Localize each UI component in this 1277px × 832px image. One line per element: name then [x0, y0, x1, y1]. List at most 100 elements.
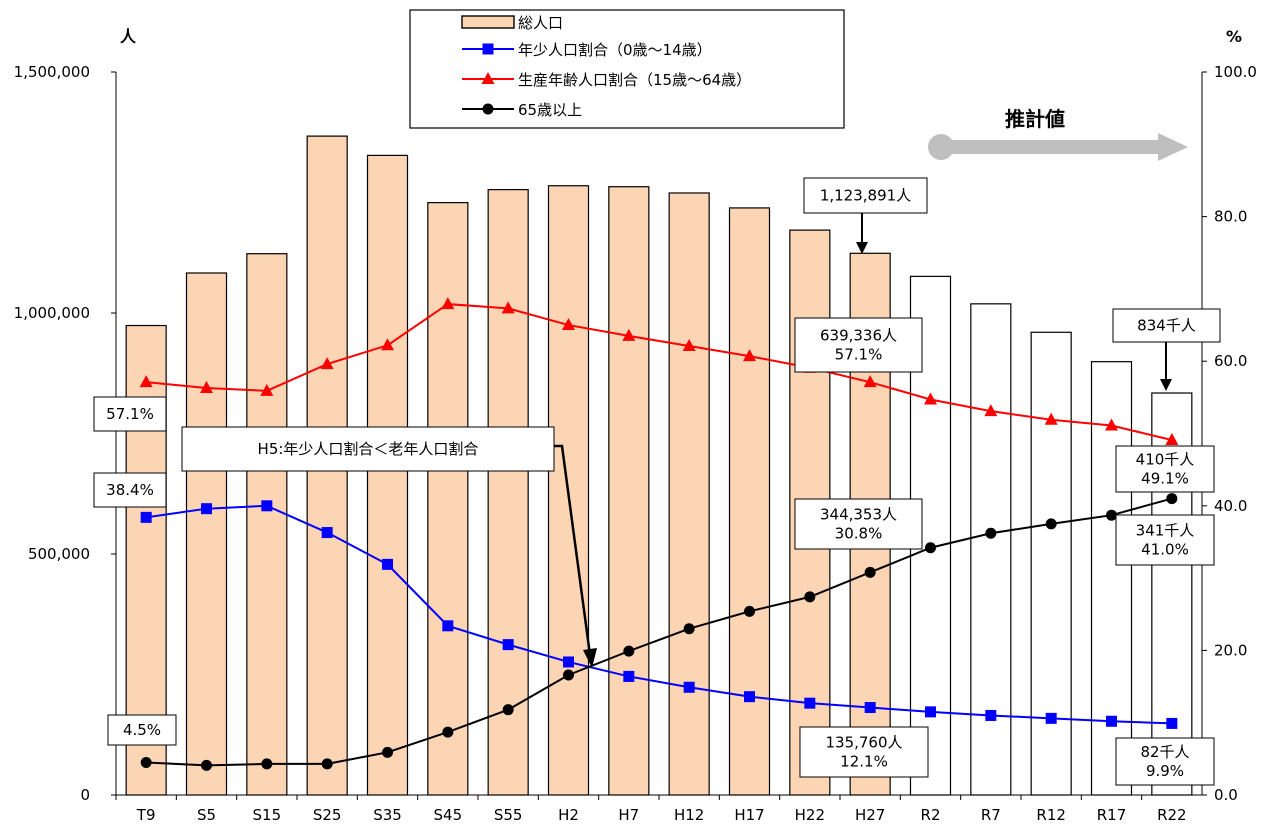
estimate-indicator: 推計値: [928, 107, 1188, 161]
left-tick-label: 1,500,000: [14, 63, 90, 81]
point-square-R22: [1166, 718, 1177, 729]
point-square-T9: [141, 512, 152, 523]
arrow-total-r22: [1160, 342, 1172, 391]
callout-text: 341千人: [1136, 522, 1195, 540]
x-tick-label: S15: [253, 806, 282, 824]
point-square-R2: [925, 706, 936, 717]
legend-label: 総人口: [518, 14, 563, 32]
x-tick-label: H7: [618, 806, 639, 824]
series-line-square: [146, 506, 1172, 724]
point-square-S45: [442, 620, 453, 631]
point-circle-H27: [865, 567, 876, 578]
point-square-R17: [1106, 716, 1117, 727]
x-tick-label: S25: [313, 806, 342, 824]
x-tick-label: R12: [1036, 806, 1066, 824]
ratio-lines: [140, 297, 1179, 771]
bar-H17: [730, 208, 770, 795]
callout-total-r22: 834千人: [1113, 309, 1220, 342]
point-square-S5: [201, 503, 212, 514]
bar-S15: [247, 254, 287, 795]
callout-text: H5:年少人口割合＜老年人口割合: [258, 440, 479, 458]
callout-text: 41.0%: [1141, 541, 1189, 559]
legend-label: 65歳以上: [518, 101, 582, 119]
legend-icon-marker: [483, 44, 494, 55]
callout-old-r22: 341千人41.0%: [1116, 515, 1214, 565]
right-tick-label: 80.0: [1214, 208, 1247, 226]
point-square-H27: [865, 702, 876, 713]
legend-label: 生産年齢人口割合（15歳～64歳）: [518, 71, 751, 89]
callout-text: 12.1%: [840, 753, 888, 771]
point-square-H12: [684, 682, 695, 693]
callout-working-r22: 410千人49.1%: [1116, 446, 1214, 492]
left-tick-label: 0: [80, 786, 90, 804]
bar-R7: [971, 304, 1011, 795]
point-square-S55: [503, 639, 514, 650]
estimate-label: 推計値: [1005, 107, 1065, 131]
callout-working-t9: 57.1%: [94, 397, 166, 431]
point-circle-R12: [1046, 518, 1057, 529]
point-square-H17: [744, 691, 755, 702]
bar-H7: [609, 187, 649, 795]
x-tick-label: S35: [373, 806, 402, 824]
series-line-circle: [146, 499, 1172, 766]
callout-text: 57.1%: [835, 346, 883, 364]
point-circle-T9: [141, 757, 152, 768]
x-tick-label: H27: [855, 806, 885, 824]
point-square-H7: [623, 671, 634, 682]
point-circle-H7: [623, 646, 634, 657]
callout-text: 4.5%: [123, 721, 161, 739]
legend-icon-bar: [462, 16, 514, 28]
bar-S45: [428, 203, 468, 795]
x-tick-label: T9: [136, 806, 156, 824]
x-tick-label: R22: [1157, 806, 1187, 824]
point-circle-S55: [503, 704, 514, 715]
right-tick-label: 60.0: [1214, 352, 1247, 370]
legend-label: 年少人口割合（0歳～14歳）: [518, 41, 712, 59]
arrow-head: [1160, 379, 1172, 391]
point-square-H2: [563, 656, 574, 667]
callout-text: 49.1%: [1141, 470, 1189, 488]
bar-R12: [1031, 332, 1071, 795]
callout-text: 1,123,891人: [820, 187, 911, 205]
x-tick-label: R7: [981, 806, 1001, 824]
x-tick-label: H12: [674, 806, 704, 824]
x-tick-label: S45: [434, 806, 463, 824]
callout-text: 639,336人: [820, 327, 897, 345]
right-tick-label: 20.0: [1214, 641, 1247, 659]
legend: 総人口年少人口割合（0歳～14歳） 生産年齢人口割合（15歳～64歳） 65歳以上: [410, 10, 844, 128]
arrow-total-h27: [856, 213, 868, 254]
left-tick-label: 1,000,000: [14, 304, 90, 322]
callout-old-t9: 4.5%: [108, 715, 176, 745]
bar-H12: [669, 193, 709, 795]
point-circle-R7: [985, 528, 996, 539]
callout-text: 57.1%: [106, 405, 154, 423]
callout-young-t9: 38.4%: [94, 473, 166, 507]
point-circle-S5: [201, 760, 212, 771]
estimate-arrow-head: [1158, 133, 1188, 161]
bar-S35: [368, 155, 408, 795]
point-circle-H2: [563, 669, 574, 680]
right-tick-label: 40.0: [1214, 497, 1247, 515]
point-square-S35: [382, 559, 393, 570]
right-tick-label: 0.0: [1214, 786, 1238, 804]
x-tick-label: H2: [558, 806, 579, 824]
point-circle-H17: [744, 606, 755, 617]
callout-young-r22: 82千人9.9%: [1116, 738, 1214, 785]
left-axis-unit: 人: [120, 27, 137, 46]
point-circle-H22: [804, 591, 815, 602]
point-square-S15: [261, 500, 272, 511]
right-tick-label: 100.0: [1214, 63, 1257, 81]
series-line-triangle: [146, 304, 1172, 440]
callout-text: 410千人: [1136, 451, 1195, 469]
point-circle-S45: [442, 727, 453, 738]
callout-text: 82千人: [1140, 743, 1189, 761]
series-circle: [141, 493, 1178, 771]
point-circle-R17: [1106, 510, 1117, 521]
x-tick-label: S5: [197, 806, 216, 824]
callout-text: 9.9%: [1146, 762, 1184, 780]
callout-text: 834千人: [1137, 317, 1196, 335]
callout-text: 30.8%: [835, 525, 883, 543]
